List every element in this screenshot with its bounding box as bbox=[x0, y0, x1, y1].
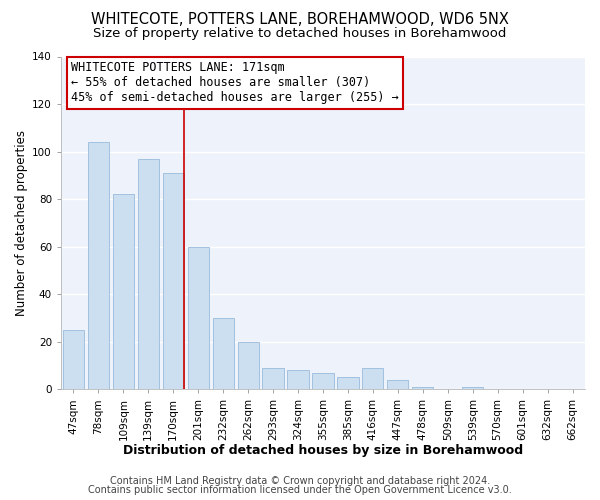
Bar bbox=[163, 173, 184, 389]
Text: Size of property relative to detached houses in Borehamwood: Size of property relative to detached ho… bbox=[94, 28, 506, 40]
Y-axis label: Number of detached properties: Number of detached properties bbox=[15, 130, 28, 316]
Bar bbox=[462, 387, 484, 389]
Bar bbox=[262, 368, 284, 389]
Bar bbox=[337, 378, 359, 389]
Bar bbox=[88, 142, 109, 389]
Bar bbox=[137, 158, 159, 389]
Bar bbox=[362, 368, 383, 389]
Bar bbox=[287, 370, 308, 389]
Bar bbox=[113, 194, 134, 389]
Text: WHITECOTE, POTTERS LANE, BOREHAMWOOD, WD6 5NX: WHITECOTE, POTTERS LANE, BOREHAMWOOD, WD… bbox=[91, 12, 509, 28]
X-axis label: Distribution of detached houses by size in Borehamwood: Distribution of detached houses by size … bbox=[123, 444, 523, 458]
Bar bbox=[188, 246, 209, 389]
Text: WHITECOTE POTTERS LANE: 171sqm
← 55% of detached houses are smaller (307)
45% of: WHITECOTE POTTERS LANE: 171sqm ← 55% of … bbox=[71, 62, 399, 104]
Bar bbox=[212, 318, 234, 389]
Text: Contains HM Land Registry data © Crown copyright and database right 2024.: Contains HM Land Registry data © Crown c… bbox=[110, 476, 490, 486]
Bar bbox=[412, 387, 433, 389]
Bar bbox=[387, 380, 409, 389]
Text: Contains public sector information licensed under the Open Government Licence v3: Contains public sector information licen… bbox=[88, 485, 512, 495]
Bar bbox=[63, 330, 84, 389]
Bar bbox=[238, 342, 259, 389]
Bar bbox=[313, 372, 334, 389]
